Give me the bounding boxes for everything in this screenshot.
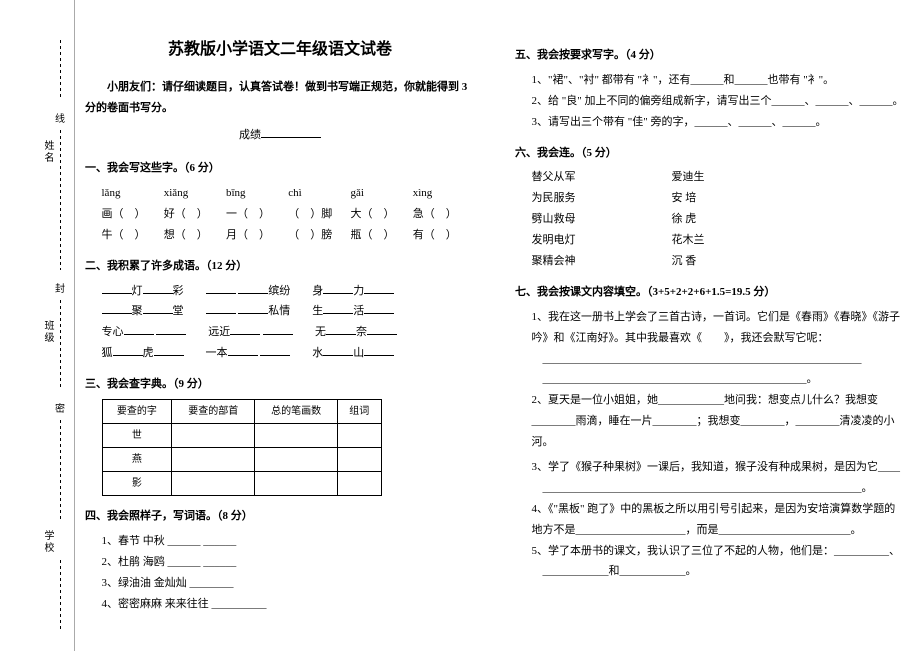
label-school: 学校 xyxy=(40,530,55,554)
mark-feng: 封 xyxy=(55,280,65,295)
mark-xian: 线 xyxy=(55,110,65,125)
s4-item: 1、春节 中秋 ______ ______ xyxy=(85,531,475,552)
s7-blank: ________________________________________… xyxy=(515,349,905,370)
section-6-head: 六、我会连。（5 分） xyxy=(515,143,905,164)
section-3-head: 三、我会查字典。（9 分） xyxy=(85,374,475,395)
s4-item: 2、杜鹃 海鸥 ______ ______ xyxy=(85,552,475,573)
match-pair: 为民服务安 培 xyxy=(515,188,905,209)
section-1-head: 一、我会写这些字。（6 分） xyxy=(85,158,475,179)
s7-q4: 4、《"黑板" 跑了》中的黑板之所以用引号引起来，是因为安培演算数学题的地方不是… xyxy=(515,499,905,541)
right-column: 五、我会按要求写字。（4 分） 1、"裙"、"衬" 都带有 "衤"，还有____… xyxy=(515,35,905,614)
s7-q3: 3、学了《猴子种果树》一课后，我知道，猴子没有种成果树，是因为它____ xyxy=(515,457,905,478)
mark-mi: 密 xyxy=(55,400,65,415)
dashed-line xyxy=(60,130,61,270)
intro-text: 小朋友们：请仔细读题目，认真答试卷！做到书写端正规范，你就能得到 3 分的卷面书… xyxy=(85,77,475,119)
idiom-line: 灯彩 缤纷 身力 xyxy=(85,281,475,302)
s4-item: 4、密密麻麻 来来往往 __________ xyxy=(85,594,475,615)
hanzi-row-2: 牛（ ） 想（ ） 月（ ） （ ）膀 瓶（ ） 有（ ） xyxy=(85,225,475,246)
dashed-line xyxy=(60,40,61,100)
s4-item: 3、绿油油 金灿灿 ________ xyxy=(85,573,475,594)
s7-q1: 1、我在这一册书上学会了三首古诗，一首词。它们是《春雨》《春晓》《游子吟》和《江… xyxy=(515,307,905,349)
s5-item: 2、给 "良" 加上不同的偏旁组成新字，请写出三个______、______、_… xyxy=(515,91,905,112)
s7-blank: ________________________________________… xyxy=(515,478,905,499)
dashed-line xyxy=(60,300,61,390)
page-content: 苏教版小学语文二年级语文试卷 小朋友们：请仔细读题目，认真答试卷！做到书写端正规… xyxy=(85,35,905,614)
idiom-line: 狐虎 一本 水山 xyxy=(85,343,475,364)
pinyin-row: lǎngxiǎngbīngchìgǎixìng xyxy=(85,183,475,204)
score-line: 成绩 xyxy=(85,125,475,146)
hanzi-row-1: 画（ ） 好（ ） 一（ ） （ ）脚 大（ ） 急（ ） xyxy=(85,204,475,225)
match-pair: 劈山救母徐 虎 xyxy=(515,209,905,230)
section-7-head: 七、我会按课文内容填空。（3+5+2+2+6+1.5=19.5 分） xyxy=(515,282,905,303)
match-pair: 发明电灯花木兰 xyxy=(515,230,905,251)
match-pair: 替父从军爱迪生 xyxy=(515,167,905,188)
left-column: 苏教版小学语文二年级语文试卷 小朋友们：请仔细读题目，认真答试卷！做到书写端正规… xyxy=(85,35,475,614)
match-pair: 聚精会神沉 香 xyxy=(515,251,905,272)
section-5-head: 五、我会按要求写字。（4 分） xyxy=(515,45,905,66)
dictionary-table: 要查的字要查的部首总的笔画数组词 世 燕 影 xyxy=(102,399,382,496)
dashed-line xyxy=(60,420,61,520)
binding-sidebar: 姓名 班级 学校 线 封 密 xyxy=(0,0,75,651)
label-name: 姓名 xyxy=(40,140,55,164)
exam-title: 苏教版小学语文二年级语文试卷 xyxy=(85,35,475,65)
section-2-head: 二、我积累了许多成语。（12 分） xyxy=(85,256,475,277)
section-4-head: 四、我会照样子，写词语。（8 分） xyxy=(85,506,475,527)
s5-item: 1、"裙"、"衬" 都带有 "衤"，还有______和______也带有 "衤"… xyxy=(515,70,905,91)
s7-q5: 5、学了本册书的课文，我认识了三位了不起的人物，他们是：__________、 xyxy=(515,541,905,562)
idiom-line: 聚堂 私情 生活 xyxy=(85,301,475,322)
label-class: 班级 xyxy=(40,320,55,344)
dashed-line xyxy=(60,560,61,630)
s7-blank: ________________________________________… xyxy=(515,369,905,390)
idiom-line: 专心 远近 无奈 xyxy=(85,322,475,343)
s7-blank: ____________和____________。 xyxy=(515,561,905,582)
s5-item: 3、请写出三个带有 "佳" 旁的字，______、______、______。 xyxy=(515,112,905,133)
s7-q2: 2、夏天是一位小姐姐，她____________地问我：想变点儿什么？我想变__… xyxy=(515,390,905,453)
